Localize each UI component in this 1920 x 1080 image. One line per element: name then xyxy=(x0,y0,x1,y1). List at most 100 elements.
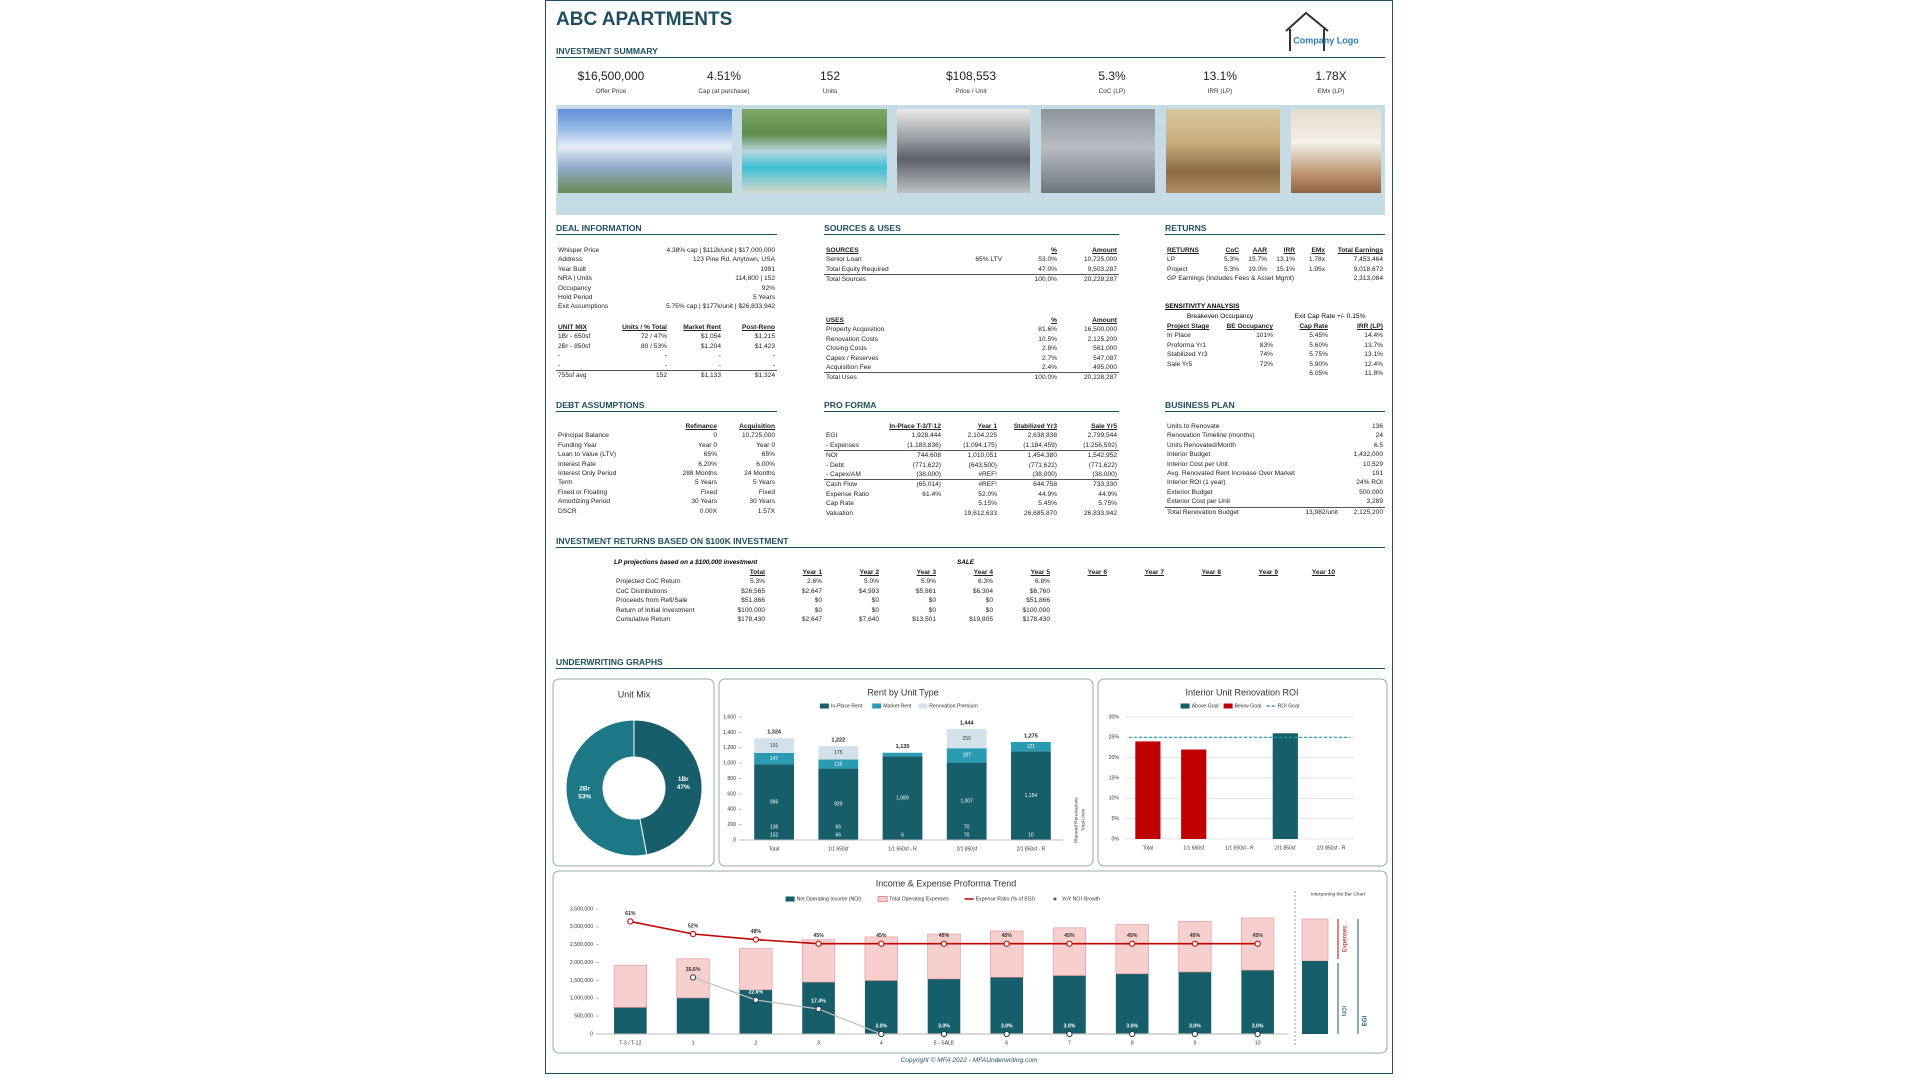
segment-label: 1,089 xyxy=(896,795,909,801)
legend-swatch xyxy=(819,703,829,709)
table-cell: Amortizing Period xyxy=(558,498,611,506)
table-cell: NOI xyxy=(824,450,876,461)
point-label: 45% xyxy=(1064,933,1075,939)
table-cell: CoC xyxy=(1225,247,1239,254)
x-tick-label: 9 xyxy=(1193,1040,1196,1046)
line-marker xyxy=(1066,940,1073,947)
line-marker xyxy=(878,1030,885,1038)
donut-slice xyxy=(565,719,648,857)
bar-segment xyxy=(614,1007,647,1034)
table-cell: EMx xyxy=(1311,247,1325,254)
total-label: 1,324 xyxy=(767,730,782,736)
y-tick-label: 0 xyxy=(590,1031,593,1037)
table-cell: 6.05% xyxy=(1309,370,1328,378)
total-label: 1,222 xyxy=(831,738,845,744)
table-cell: Total Uses xyxy=(824,372,934,383)
table-cell: 5.75% cap | $177k/unit | $26,833,942 xyxy=(665,303,775,311)
table-cell: Total Earnings xyxy=(1337,247,1383,254)
units-label: 152 xyxy=(770,832,779,838)
line-series xyxy=(692,976,1258,1035)
bar-segment xyxy=(946,762,987,840)
x-tick-label: 10 xyxy=(1255,1040,1261,1046)
legend-swatch xyxy=(1053,897,1057,901)
table-cell: Year 5 xyxy=(1030,569,1050,576)
x-tick-label: 3 xyxy=(817,1040,820,1046)
table-cell: 5.60% xyxy=(1309,341,1328,349)
units-label: 66 xyxy=(836,832,842,838)
table-cell: RETURNS xyxy=(1167,247,1199,254)
table-cell: Cash Flow xyxy=(824,479,876,490)
bar-segment xyxy=(946,748,987,763)
table-cell: $2,647 xyxy=(801,616,822,624)
table-cell: 5.9% xyxy=(920,578,936,586)
table-cell: 288 Months xyxy=(682,470,717,478)
point-label: 45% xyxy=(876,933,887,939)
table-cell: 52.0% xyxy=(978,490,997,498)
legend-label: Above Goal xyxy=(1192,703,1219,709)
table-cell: Renovation Costs xyxy=(826,335,879,343)
table-cell: - xyxy=(718,352,721,360)
footer: Copyright © MFA 2022 - MFAUnderwriting.c… xyxy=(900,1057,1038,1064)
table-cell: 65% xyxy=(703,451,717,459)
table-cell: $100,000 xyxy=(737,606,765,614)
table-cell: 44.9% xyxy=(1098,490,1117,498)
chart-title: Unit Mix xyxy=(618,689,651,699)
table-cell: 10.5% xyxy=(1038,335,1057,343)
metric-label: Units xyxy=(822,88,838,95)
table-cell: 30 Years xyxy=(691,498,717,506)
point-label: 45% xyxy=(1002,933,1013,939)
table-row: Year Built 1991 xyxy=(556,265,777,274)
table-row: Acquisition Fee 2.4% 495,000 xyxy=(824,363,1119,373)
table-cell: Year 0 xyxy=(698,441,717,449)
table-cell: $178,430 xyxy=(737,616,765,624)
table: RETURNS CoC AAR IRR EMx Total Earnings LP 5.3% 1… xyxy=(1165,246,1385,284)
table-cell: BE Occupancy xyxy=(1226,323,1273,330)
table-cell: Fixed or Floating xyxy=(558,488,608,496)
table-cell: 733,330 xyxy=(1059,479,1119,490)
point-label: 3.0% xyxy=(1001,1023,1013,1029)
table-cell: - xyxy=(558,361,561,369)
y-tick-label: 1,200 xyxy=(723,745,736,751)
table-cell: 80 / 53% xyxy=(640,342,667,350)
table-row: UNIT MIX Units / % Total Market Rent Post-R… xyxy=(556,323,777,332)
table-cell: 6.00% xyxy=(756,460,775,468)
photo-bedroom xyxy=(1166,109,1280,193)
segment-label: 147 xyxy=(770,756,779,762)
table-cell: Exterior Budget xyxy=(1167,488,1213,496)
table-cell: 26,833,942 xyxy=(1083,509,1117,517)
table-cell: 9,018,672 xyxy=(1353,265,1383,273)
table-cell: USES xyxy=(826,317,844,324)
table-cell: Hold Period xyxy=(558,294,593,302)
table: SOURCES% Amount Senior Loan 65% LTV 53.0% 10,… xyxy=(824,246,1119,285)
total-label: 1,275 xyxy=(1024,733,1038,739)
table-cell: Interior Budget xyxy=(1167,451,1211,459)
table-cell: 100.0% xyxy=(1004,372,1059,383)
table-cell: Projected CoC Return xyxy=(616,578,681,586)
table-row: ---- xyxy=(556,361,777,371)
table-cell: 0.00X xyxy=(699,507,717,515)
table-caption: LP projections based on a $100,000 inves… xyxy=(614,559,758,566)
bar-segment xyxy=(754,738,795,753)
table-row: NOI 744,608 1,010,051 1,454,380 1,542,952 xyxy=(824,450,1119,461)
total-label: 1,135 xyxy=(896,744,910,750)
x-tick-label: T-3 / T-12 xyxy=(619,1040,641,1046)
table-cell: Return of Initial Investment xyxy=(616,606,695,614)
table-cell: 561,000 xyxy=(1093,345,1117,353)
table-cell xyxy=(1295,488,1340,497)
bar-segment xyxy=(818,759,859,769)
table-cell: 152 xyxy=(612,370,669,381)
line-marker xyxy=(752,936,759,943)
table-cell: % xyxy=(1051,247,1057,254)
table-cell: 30 Years xyxy=(749,498,775,506)
table-cell: 6.8% xyxy=(1034,578,1050,586)
table-cell: 44.9% xyxy=(1038,490,1057,498)
table-cell xyxy=(614,568,720,577)
table-cell: Refinance xyxy=(685,423,717,430)
table: Units to Renovate 136 Renovation Timeline … xyxy=(1165,422,1385,518)
slice-label: 1Br xyxy=(678,776,689,783)
table-cell: $0 xyxy=(814,597,822,605)
table-row: 755sf avg 152 $1,133 $1,324 xyxy=(556,370,777,381)
table-cell: 1,010,051 xyxy=(943,450,999,461)
legend-label: Below Goal xyxy=(1235,703,1262,709)
